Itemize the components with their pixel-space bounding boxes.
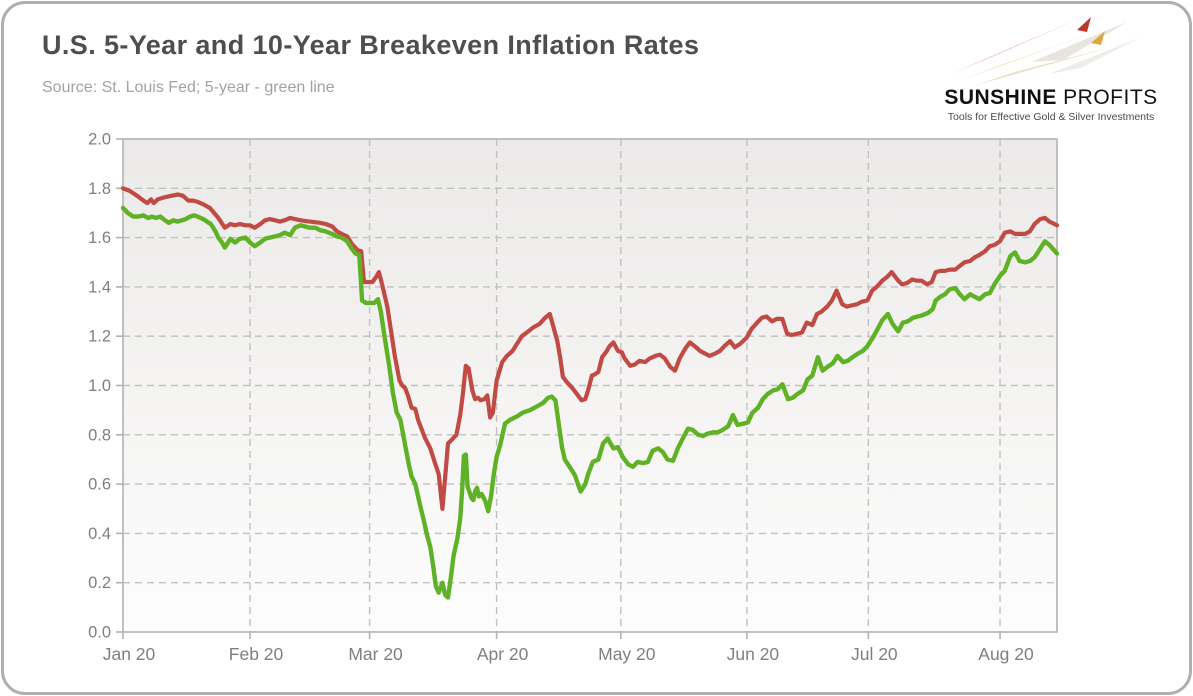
y-tick-label: 0.2 [88, 574, 111, 592]
chart-title: U.S. 5-Year and 10-Year Breakeven Inflat… [42, 30, 700, 60]
sunshine-profits-logo: SUNSHINE PROFITS Tools for Effective Gol… [929, 14, 1173, 123]
arrow-gold-tip-shape [1091, 31, 1105, 45]
logo-tagline: Tools for Effective Gold & Silver Invest… [947, 111, 1155, 123]
arrow-shadow-shape [1049, 38, 1139, 74]
x-tick-label: Jul 20 [851, 644, 898, 664]
x-tick-label: Mar 20 [348, 644, 403, 664]
series-line-5-year [120, 205, 1060, 600]
plot-border [122, 138, 1058, 633]
x-tick-label: Feb 20 [229, 644, 284, 664]
arrow-red-shape [951, 17, 1083, 74]
y-tick-label: 1.0 [88, 377, 111, 395]
y-tick-label: 1.4 [88, 278, 111, 296]
x-tick-label: Jan 20 [103, 644, 156, 664]
x-tick-label: Apr 20 [477, 644, 529, 664]
sunshine-logo-arrows-icon [951, 17, 1139, 86]
series-line-10-year [120, 186, 1060, 511]
logo-name-primary: SUNSHINE [944, 86, 1057, 109]
y-tick-label: 1.6 [88, 229, 111, 247]
arrow-cream-shape [973, 46, 1115, 86]
y-tick-label: 2.0 [88, 131, 111, 149]
y-tick-label: 0.4 [88, 525, 111, 543]
x-tick-label: May 20 [598, 644, 656, 664]
arrow-shadow-shape [1031, 22, 1127, 62]
y-tick-label: 0.0 [88, 624, 111, 642]
y-tick-label: 0.8 [88, 426, 111, 444]
y-tick-label: 1.2 [88, 328, 111, 346]
y-tick-label: 1.8 [88, 180, 111, 198]
x-tick-label: Jun 20 [727, 644, 780, 664]
y-tick-label: 0.6 [88, 476, 111, 494]
x-tick-label: Aug 20 [978, 644, 1034, 664]
logo-name: SUNSHINE PROFITS [929, 86, 1173, 110]
arrow-gold-shape [961, 31, 1097, 80]
arrow-red-tip-shape [1077, 17, 1091, 32]
logo-name-secondary: PROFITS [1056, 86, 1158, 109]
source-note: Source: St. Louis Fed; 5-year - green li… [42, 79, 335, 96]
